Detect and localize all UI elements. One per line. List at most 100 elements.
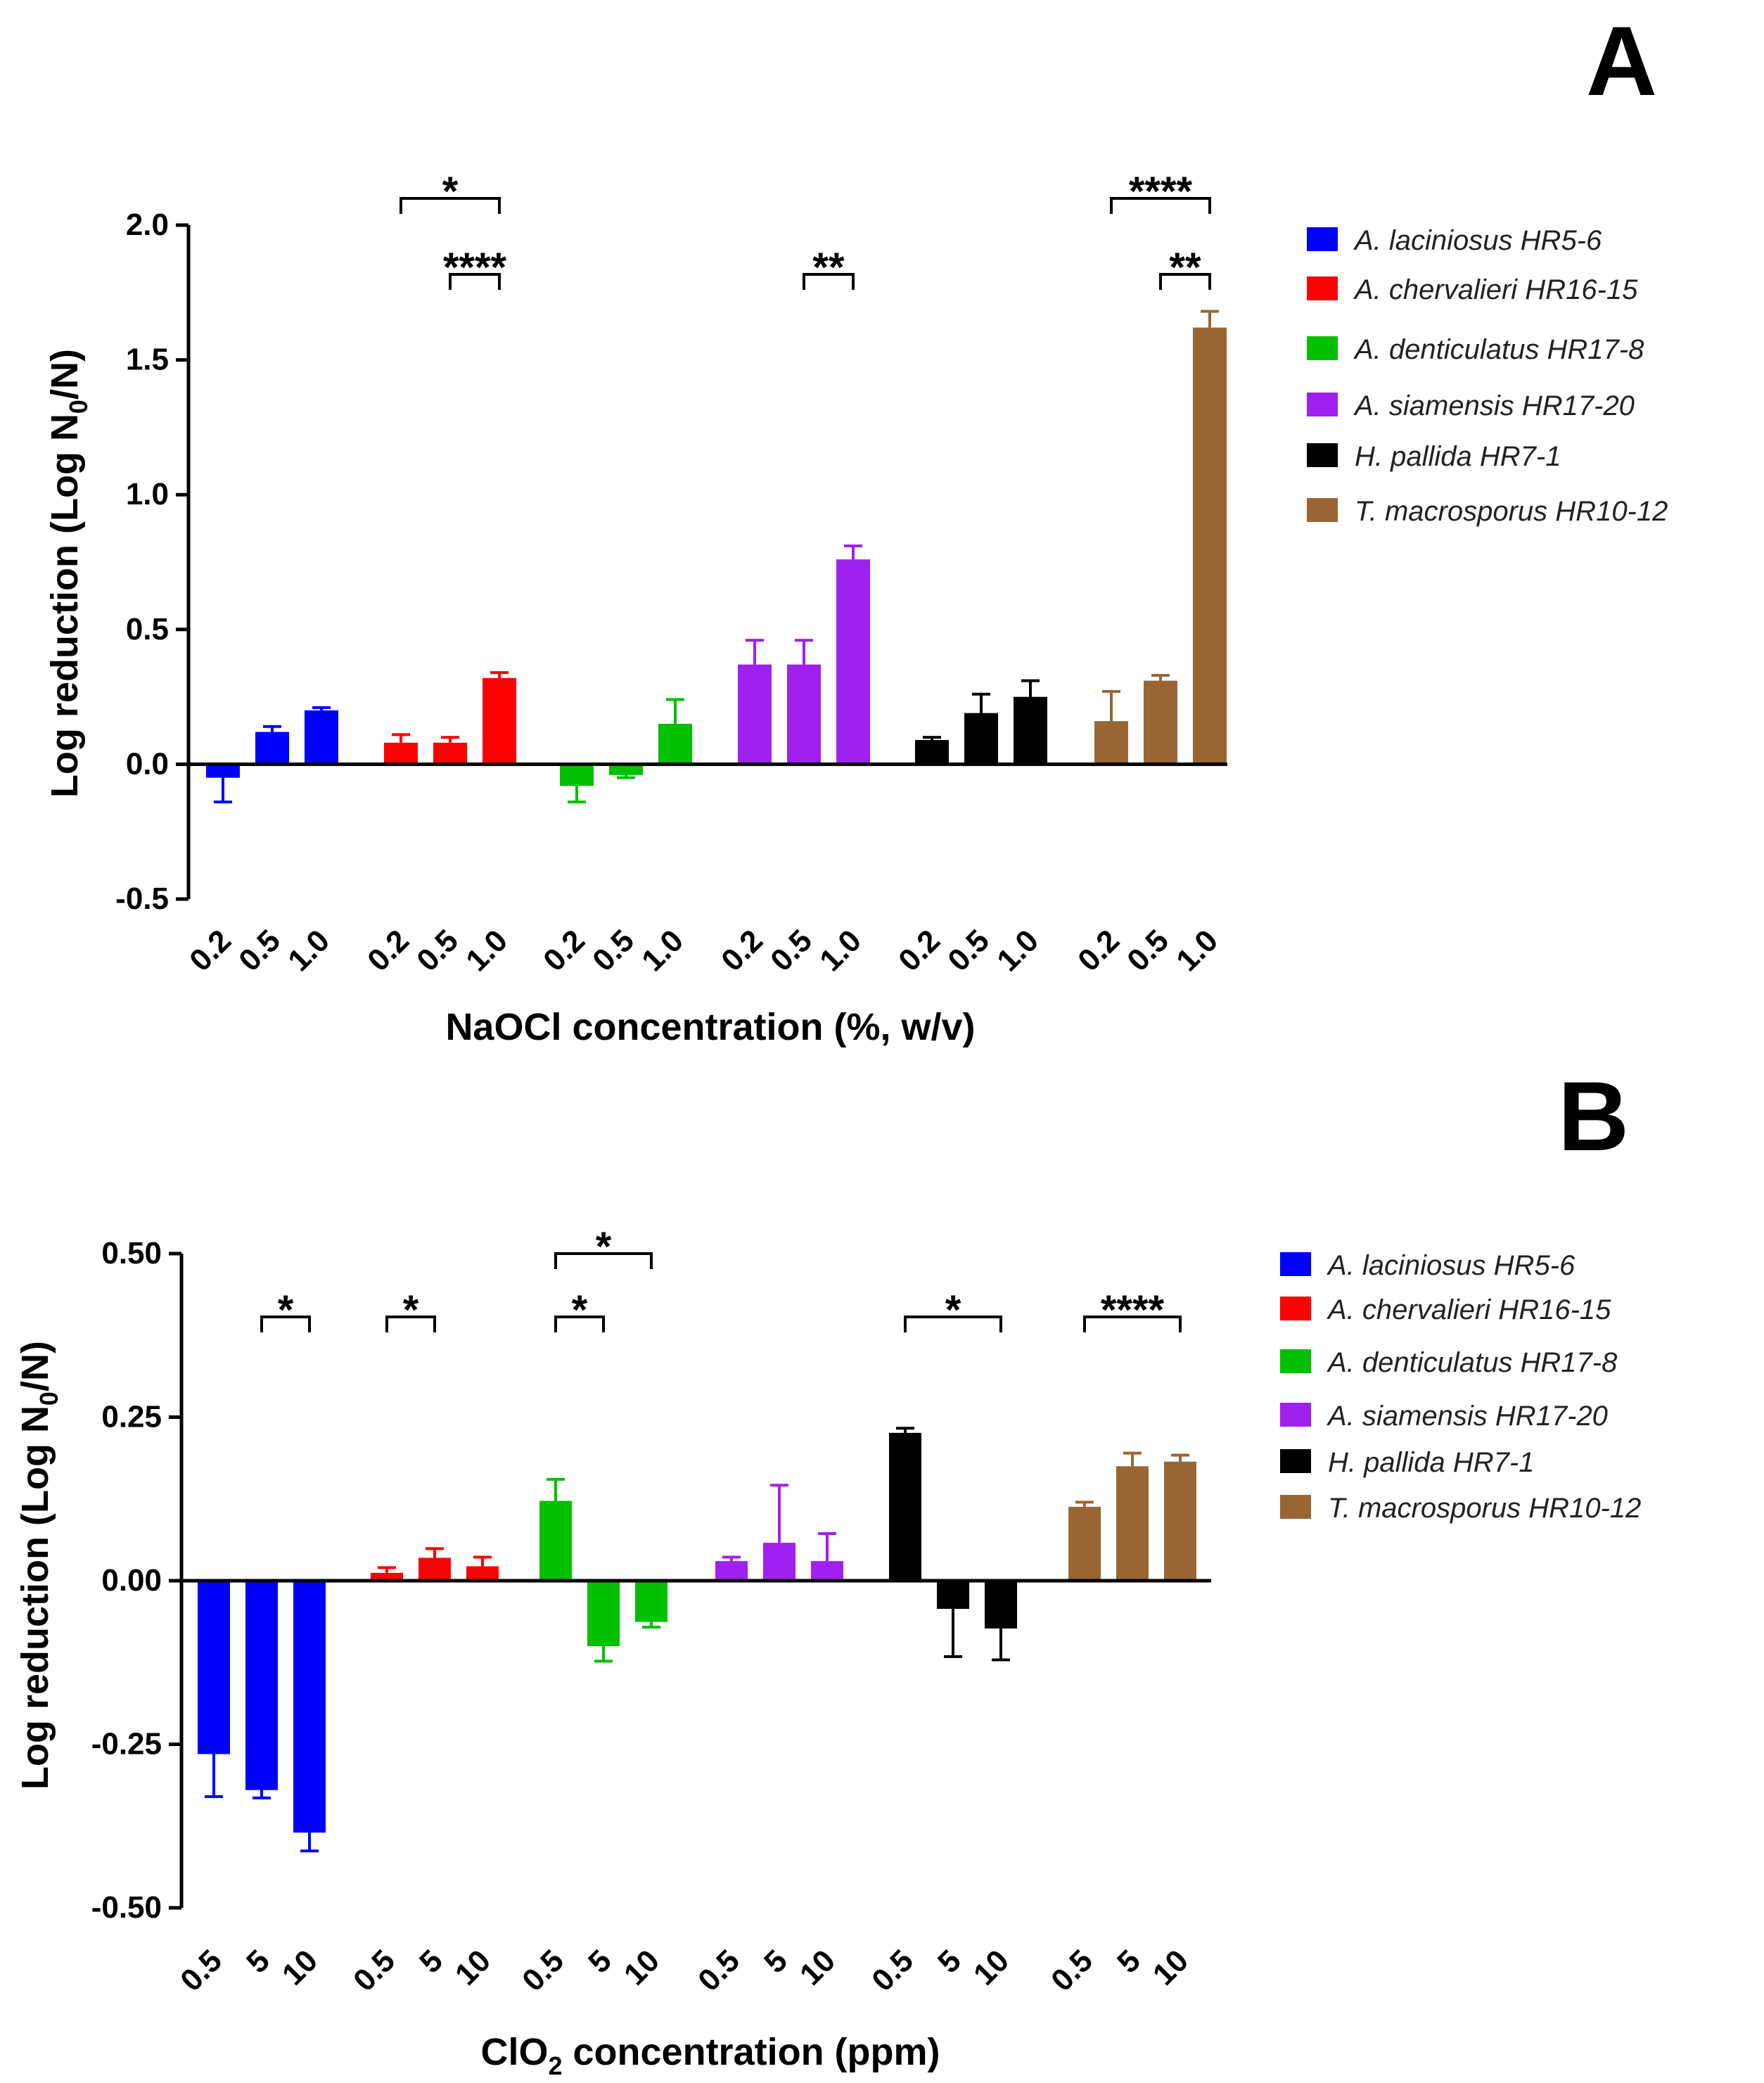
bar-6-0.2 <box>1094 721 1128 765</box>
y-tick-label: -0.5 <box>115 881 169 916</box>
x-tick-label: 10 <box>967 1943 1016 1992</box>
bar-5-0.5 <box>964 713 998 765</box>
bar-6-0.5 <box>1144 680 1177 765</box>
x-tick-label: 1.0 <box>459 923 514 978</box>
bar-2-0.5 <box>433 742 467 765</box>
x-tick-label: 0.5 <box>691 1943 746 1998</box>
significance-label: * <box>596 1224 612 1270</box>
x-tick-label: 0.5 <box>232 923 287 978</box>
legend-swatch-5 <box>1280 1449 1311 1473</box>
x-tick-label: 1.0 <box>990 923 1045 978</box>
panel-a-y-axis-title: Log reduction (Log N0/N) <box>44 349 93 798</box>
bar-4-0.5 <box>787 664 821 765</box>
x-tick-label: 0.5 <box>174 1943 229 1998</box>
bar-1-5 <box>245 1581 278 1790</box>
legend-swatch-3 <box>1280 1349 1311 1373</box>
panel-b-x-axis-title: ClO2 concentration (ppm) <box>480 2031 940 2080</box>
significance-label: * <box>945 1287 961 1333</box>
legend-swatch-6 <box>1280 1495 1311 1519</box>
bar-3-1.0 <box>658 723 692 765</box>
x-tick-label: 10 <box>449 1943 497 1992</box>
bar-4-1.0 <box>836 559 870 765</box>
bar-1-1.0 <box>305 710 338 765</box>
x-tick-label: 0.5 <box>516 1943 570 1998</box>
bar-4-5 <box>763 1543 795 1581</box>
x-tick-label: 5 <box>1111 1943 1147 1980</box>
y-tick-label: 0.5 <box>126 612 169 646</box>
panel-a-axes: -0.5 0.0 0.5 1.0 1.5 2.0 <box>115 208 1227 916</box>
bar-2-10 <box>466 1566 499 1581</box>
legend-swatch-2 <box>1280 1297 1311 1320</box>
x-tick-label: 0.5 <box>865 1943 920 1998</box>
legend-label-6: T. macrosporus HR10-12 <box>1328 1493 1641 1524</box>
bar-3-0.5 <box>609 764 643 775</box>
panel-a-legend: A. laciniosus HR5-6 A. chervalieri HR16-1… <box>1307 225 1668 527</box>
y-tick-label: 0.50 <box>101 1236 162 1270</box>
x-tick-label: 5 <box>931 1943 968 1980</box>
x-tick-label: 0.5 <box>941 923 996 978</box>
panel-b-bars <box>198 1432 1196 1833</box>
bar-3-5 <box>587 1581 620 1646</box>
y-tick-label: 0.0 <box>126 746 169 781</box>
significance-label: * <box>572 1287 588 1333</box>
significance-label: * <box>403 1287 419 1333</box>
y-tick-label: 0.00 <box>101 1563 162 1598</box>
legend-swatch-1 <box>1280 1252 1311 1276</box>
bar-4-0.2 <box>738 664 772 765</box>
significance-bracket <box>385 1316 436 1332</box>
panel-b-label: B <box>1558 1061 1629 1171</box>
x-tick-label: 5 <box>413 1943 449 1980</box>
bar-5-0.2 <box>915 739 949 765</box>
significance-bracket <box>554 1252 653 1269</box>
bar-2-5 <box>418 1558 451 1581</box>
significance-label: ** <box>1169 245 1201 291</box>
x-tick-label: 1.0 <box>1170 923 1225 978</box>
panel-a-bars <box>206 327 1227 786</box>
panel-b-significance: * *** * **** <box>260 1224 1182 1333</box>
panel-b-axes: -0.50 -0.25 0.00 0.25 0.50 <box>91 1236 1211 1925</box>
significance-bracket <box>554 1316 605 1332</box>
x-tick-label: 1.0 <box>813 923 868 978</box>
y-tick-label: 0.25 <box>101 1400 162 1434</box>
panel-b: B -0.50-0.250.000.250.50 0.5 510 0.5 510 0.5… <box>14 1061 1641 2080</box>
bar-6-1.0 <box>1193 327 1227 765</box>
bar-3-0.2 <box>560 764 594 786</box>
legend-label-3: A. denticulatus HR17-8 <box>1353 334 1644 365</box>
x-tick-label: 0.2 <box>537 923 592 978</box>
x-tick-label: 5 <box>758 1943 794 1980</box>
legend-swatch-5 <box>1307 443 1338 467</box>
y-tick-label: -0.50 <box>91 1890 162 1925</box>
x-tick-label: 0.2 <box>183 923 238 978</box>
x-tick-label: 0.2 <box>715 923 769 978</box>
legend-swatch-3 <box>1307 336 1338 360</box>
bar-1-0.5 <box>198 1581 230 1754</box>
x-tick-label: 10 <box>1146 1943 1195 1992</box>
panel-b-y-axis-title: Log reduction (Log N0/N) <box>14 1341 63 1790</box>
bar-2-0.2 <box>384 742 418 765</box>
x-tick-label: 1.0 <box>281 923 336 978</box>
legend-swatch-2 <box>1307 276 1338 300</box>
x-tick-label: 0.2 <box>892 923 947 978</box>
significance-label: * <box>442 169 459 215</box>
significance-label: **** <box>443 245 507 291</box>
panel-b-legend: A. laciniosus HR5-6 A. chervalieri HR16-1… <box>1280 1250 1641 1524</box>
bar-6-10 <box>1164 1461 1196 1581</box>
significance-bracket <box>904 1316 1002 1332</box>
legend-label-3: A. denticulatus HR17-8 <box>1327 1347 1618 1378</box>
y-tick-label: 1.5 <box>126 343 169 377</box>
bar-3-0.5 <box>539 1501 572 1581</box>
panel-a-x-tick-labels: 0.20.51.0 0.20.51.0 0.20.51.0 0.20.51.0 0.20… <box>183 923 1225 978</box>
legend-label-4: A. siamensis HR17-20 <box>1327 1401 1608 1432</box>
significance-bracket <box>260 1316 311 1332</box>
legend-label-5: H. pallida HR7-1 <box>1355 441 1561 472</box>
bar-4-10 <box>811 1561 843 1581</box>
x-tick-label: 0.2 <box>1071 923 1126 978</box>
bar-5-5 <box>937 1581 969 1609</box>
x-tick-label: 1.0 <box>635 923 690 978</box>
bar-1-0.2 <box>206 764 240 778</box>
bar-6-5 <box>1116 1466 1149 1581</box>
legend-label-1: A. laciniosus HR5-6 <box>1353 225 1602 256</box>
legend-label-2: A. chervalieri HR16-15 <box>1327 1294 1611 1325</box>
x-tick-label: 10 <box>276 1943 324 1992</box>
